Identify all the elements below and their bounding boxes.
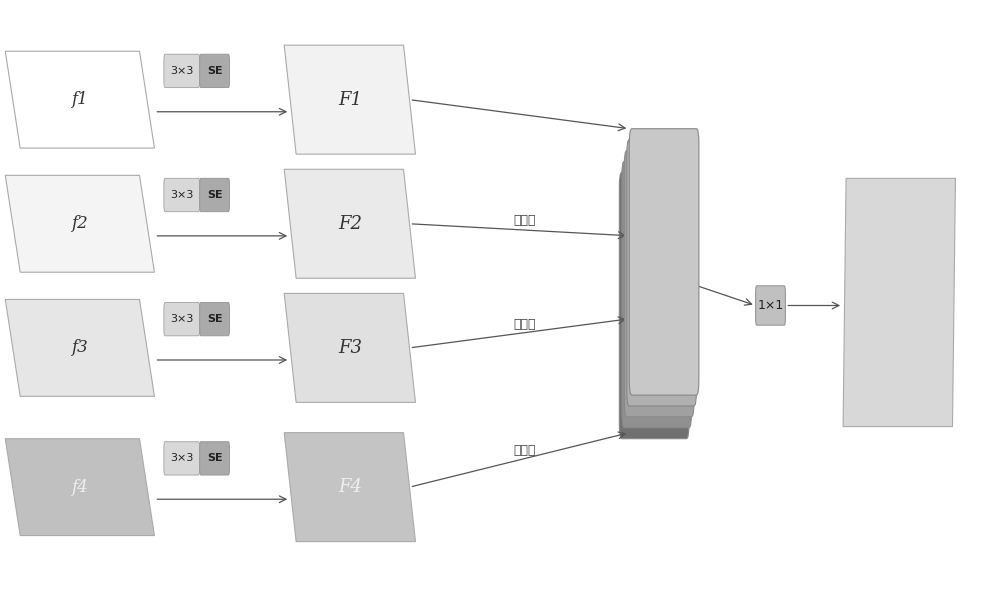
Text: 3×3: 3×3 [170, 314, 193, 324]
FancyBboxPatch shape [164, 54, 200, 87]
FancyBboxPatch shape [756, 286, 785, 325]
Polygon shape [5, 299, 154, 397]
FancyBboxPatch shape [164, 442, 200, 475]
Text: 3×3: 3×3 [170, 66, 193, 76]
Polygon shape [284, 433, 415, 541]
FancyBboxPatch shape [200, 178, 230, 211]
Text: 上采样: 上采样 [513, 318, 536, 331]
Text: 3×3: 3×3 [170, 190, 193, 200]
Text: f1: f1 [71, 91, 88, 108]
Text: SE: SE [207, 314, 222, 324]
FancyBboxPatch shape [164, 178, 200, 211]
Polygon shape [284, 293, 415, 403]
Text: SE: SE [207, 453, 222, 463]
FancyBboxPatch shape [164, 302, 200, 336]
Text: F3: F3 [338, 339, 362, 357]
Polygon shape [284, 45, 415, 154]
FancyBboxPatch shape [200, 302, 230, 336]
Polygon shape [284, 169, 415, 278]
Text: 上采样: 上采样 [513, 214, 536, 227]
FancyBboxPatch shape [200, 54, 230, 87]
FancyBboxPatch shape [622, 161, 691, 428]
FancyBboxPatch shape [629, 129, 699, 395]
Text: f2: f2 [71, 215, 88, 232]
Text: f3: f3 [71, 339, 88, 356]
Text: 3×3: 3×3 [170, 453, 193, 463]
Polygon shape [843, 178, 955, 426]
FancyBboxPatch shape [624, 150, 694, 417]
Text: F1: F1 [338, 90, 362, 109]
Text: f4: f4 [71, 478, 88, 496]
Polygon shape [5, 51, 154, 148]
FancyBboxPatch shape [619, 172, 689, 439]
Text: SE: SE [207, 190, 222, 200]
Polygon shape [5, 175, 154, 273]
Polygon shape [5, 439, 154, 536]
Text: SE: SE [207, 66, 222, 76]
FancyBboxPatch shape [627, 139, 696, 406]
FancyBboxPatch shape [200, 442, 230, 475]
Text: 1×1: 1×1 [757, 299, 784, 312]
Text: F4: F4 [338, 478, 362, 496]
Text: 上采样: 上采样 [513, 444, 536, 457]
Text: F2: F2 [338, 214, 362, 233]
